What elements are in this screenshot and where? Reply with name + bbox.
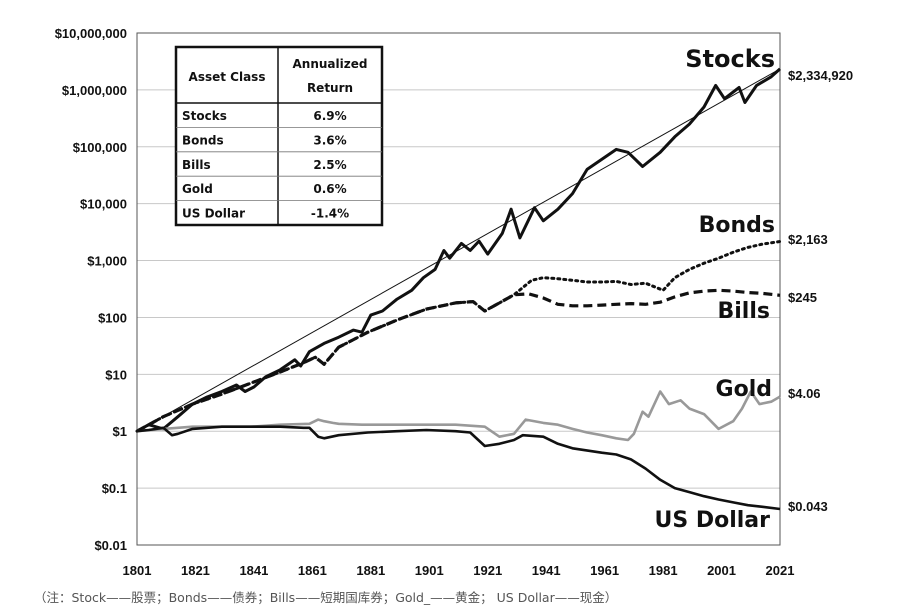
- end-value-stocks: $2,334,920: [788, 68, 853, 83]
- series-labels: Stocks Bonds Bills Gold US Dollar $2,334,920 $…: [654, 45, 853, 533]
- x-tick-label: 1961: [590, 563, 619, 578]
- y-tick-label: $100,000: [73, 140, 127, 155]
- table-cell-return: 6.9%: [313, 109, 346, 123]
- x-tick-label: 1881: [356, 563, 385, 578]
- table-header-annualized: Annualized: [293, 57, 368, 71]
- x-tick-label: 1821: [181, 563, 210, 578]
- series-lines: [135, 67, 782, 511]
- end-value-bills: $245: [788, 290, 817, 305]
- table-cell-return: 2.5%: [313, 158, 346, 172]
- table-cell-asset: Gold: [182, 182, 213, 196]
- series-label-bonds: Bonds: [699, 213, 775, 238]
- x-tick-label: 1981: [649, 563, 678, 578]
- table-frame: [174, 45, 384, 227]
- y-tick-label: $1,000,000: [62, 83, 127, 98]
- y-tick-label: $10: [105, 367, 127, 382]
- y-tick-label: $10,000,000: [55, 26, 127, 41]
- series-line-gold: [136, 390, 781, 442]
- series-label-stocks: Stocks: [685, 45, 775, 73]
- table-cell-return: -1.4%: [311, 207, 349, 221]
- series-label-bills: Bills: [718, 299, 771, 324]
- x-axis-ticks: 1801 1821 1841 1861 1881 1901 1921 1941 1961 1981…: [123, 563, 795, 578]
- y-tick-label: $1: [113, 424, 127, 439]
- end-value-us-dollar: $0.043: [788, 499, 828, 514]
- x-tick-label: 1921: [473, 563, 502, 578]
- table-cell-asset: Bonds: [182, 133, 224, 147]
- x-tick-label: 1801: [123, 563, 152, 578]
- plot-frame: [136, 32, 781, 546]
- x-tick-label: 1941: [532, 563, 561, 578]
- footnote: （注：Stock——股票；Bonds——债券；Bills——短期国库券；Gold…: [34, 590, 618, 605]
- y-tick-label: $1,000: [87, 254, 127, 269]
- y-tick-label: $0.01: [94, 538, 127, 553]
- x-tick-label: 1841: [239, 563, 268, 578]
- series-line-stocks: [136, 67, 782, 433]
- x-tick-label: 1901: [415, 563, 444, 578]
- x-tick-label: 2001: [707, 563, 736, 578]
- series-line-us-dollar: [136, 425, 781, 511]
- table-header-return: Return: [307, 81, 353, 95]
- x-tick-label: 1861: [298, 563, 327, 578]
- returns-chart: $10,000,000 $1,000,000 $100,000 $10,000 $1,0…: [55, 26, 853, 578]
- table-cell-asset: Bills: [182, 158, 211, 172]
- table-cell-asset: US Dollar: [182, 207, 245, 221]
- x-tick-label: 2021: [766, 563, 795, 578]
- y-tick-label: $10,000: [80, 197, 127, 212]
- y-tick-label: $100: [98, 310, 127, 325]
- series-line-bills: [136, 288, 781, 433]
- series-line-trend: [136, 68, 781, 432]
- y-tick-label: $0.1: [102, 481, 127, 496]
- end-value-bonds: $2,163: [788, 232, 828, 247]
- table-cell-asset: Stocks: [182, 109, 227, 123]
- y-axis-ticks: $10,000,000 $1,000,000 $100,000 $10,000 $1,0…: [55, 26, 127, 553]
- table-cell-return: 3.6%: [313, 133, 346, 147]
- table-header-asset-class: Asset Class: [189, 70, 266, 84]
- series-label-gold: Gold: [716, 377, 772, 402]
- series-label-us-dollar: US Dollar: [654, 508, 770, 533]
- return-table: Asset Class Annualized Return Stocks 6.9% Bon…: [174, 45, 384, 227]
- table-cell-return: 0.6%: [313, 182, 346, 196]
- end-value-gold: $4.06: [788, 386, 821, 401]
